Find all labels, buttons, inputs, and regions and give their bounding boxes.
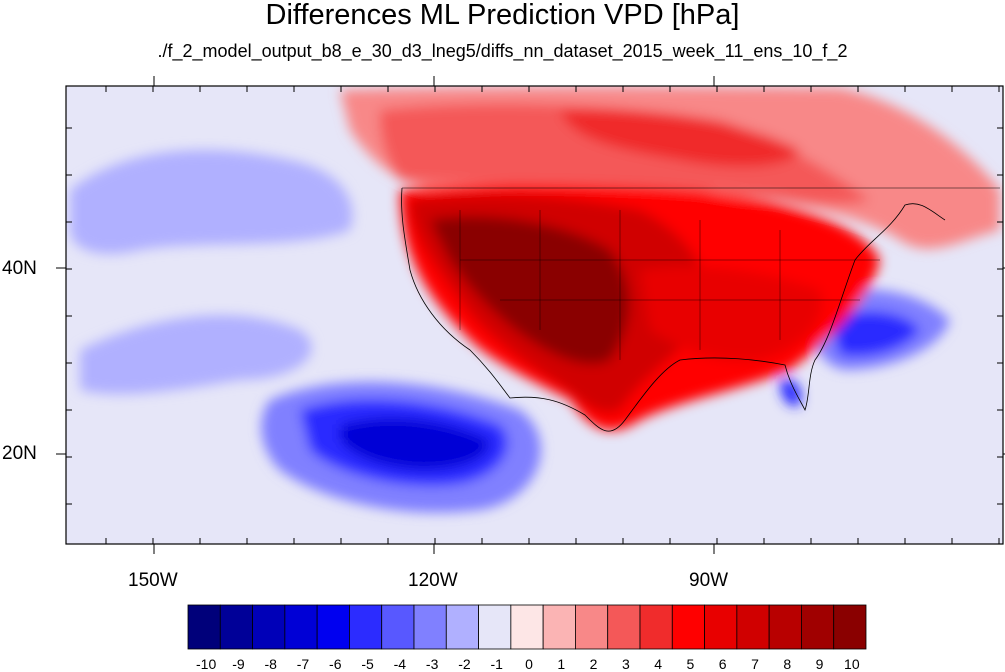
colorbar-label: -10 <box>196 656 217 672</box>
colorbar-swatch <box>478 604 512 650</box>
colorbar-swatch <box>349 604 383 650</box>
colorbar-swatch <box>316 604 350 650</box>
colorbar-swatch <box>833 604 867 650</box>
colorbar-label: 0 <box>525 656 533 672</box>
colorbar-label: 3 <box>621 656 630 672</box>
colorbar-swatch <box>801 604 835 650</box>
colorbar-swatch <box>413 604 447 650</box>
lat-tick-label: 40N <box>2 258 37 279</box>
colorbar-label: 2 <box>589 656 598 672</box>
colorbar-label: -2 <box>458 656 471 672</box>
chart-title: Differences ML Prediction VPD [hPa] <box>265 0 740 31</box>
lon-tick-label: 150W <box>128 570 178 591</box>
lon-tick-label: 90W <box>689 570 729 591</box>
colorbar-label: -3 <box>425 656 439 672</box>
colorbar-swatch <box>542 604 576 650</box>
colorbar-swatch <box>768 604 802 650</box>
colorbar-swatch <box>510 604 544 650</box>
vpd-field <box>66 86 1003 544</box>
lon-tick-label: 120W <box>408 570 458 591</box>
colorbar-label: -7 <box>296 656 310 672</box>
colorbar-label: 9 <box>815 656 824 672</box>
colorbar-label: -9 <box>232 656 245 672</box>
colorbar-swatch <box>284 604 318 650</box>
colorbar-swatch <box>736 604 770 650</box>
colorbar-label: -6 <box>329 656 342 672</box>
plot-frame <box>65 85 1004 545</box>
colorbar-label: -8 <box>264 656 277 672</box>
colorbar-label: 1 <box>557 656 566 672</box>
colorbar-swatch <box>219 604 253 650</box>
colorbar-label: 7 <box>751 656 759 672</box>
colorbar-label: 6 <box>718 656 727 672</box>
lat-tick-label: 20N <box>2 443 37 464</box>
colorbar-swatch <box>607 604 641 650</box>
colorbar-swatch <box>639 604 673 650</box>
colorbar-label: 4 <box>654 656 663 672</box>
colorbar-label: 8 <box>783 656 792 672</box>
axis-ticks <box>56 76 1005 554</box>
colorbar-swatch <box>187 604 221 650</box>
colorbar-label: -4 <box>393 656 407 672</box>
colorbar-swatch <box>575 604 609 650</box>
colorbar <box>187 604 867 650</box>
colorbar-label: 5 <box>686 656 695 672</box>
colorbar-swatch <box>704 604 738 650</box>
colorbar-swatch <box>445 604 479 650</box>
colorbar-swatch <box>671 604 705 650</box>
coastlines <box>401 187 1000 432</box>
chart-subtitle: ./f_2_model_output_b8_e_30_d3_lneg5/diff… <box>157 41 848 61</box>
colorbar-label: 10 <box>844 656 860 672</box>
colorbar-label: -5 <box>361 656 374 672</box>
colorbar-swatch <box>252 604 286 650</box>
colorbar-label: -1 <box>490 656 503 672</box>
colorbar-swatch <box>381 604 415 650</box>
